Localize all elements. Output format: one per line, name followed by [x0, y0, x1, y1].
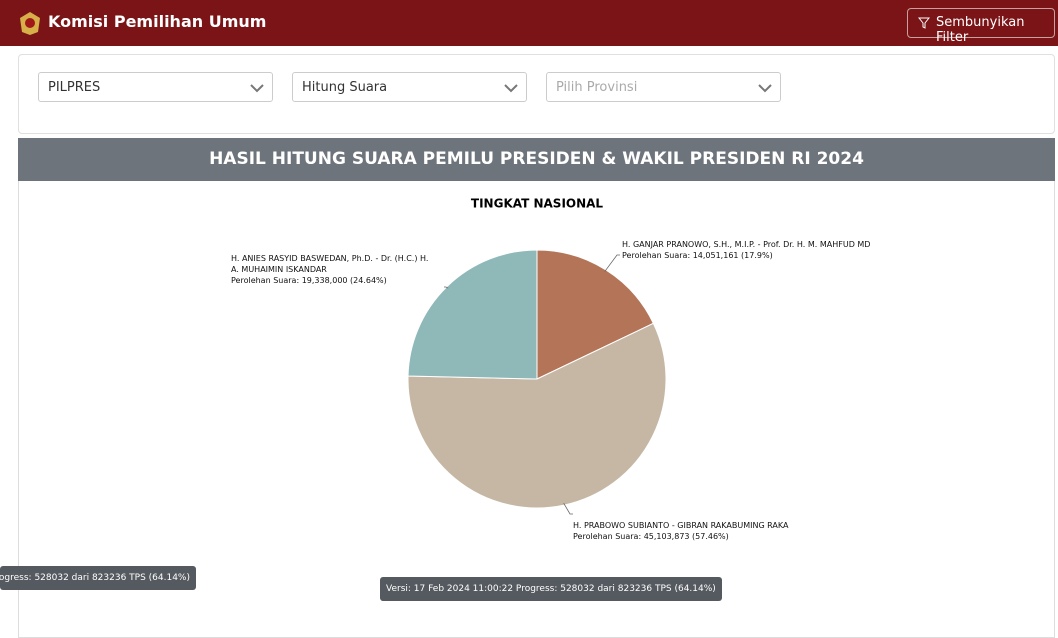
vote-line: Perolehan Suara: 45,103,873 (57.46%) — [573, 531, 813, 542]
vote-value: 45,103,873 (57.46%) — [643, 532, 729, 541]
select-value: Hitung Suara — [302, 80, 388, 95]
tooltip: Versi: 17 Feb 2024 11:00:22 Progress: 52… — [380, 577, 722, 601]
chevron-path — [250, 84, 264, 93]
vote-value: 14,051,161 (17.9%) — [692, 251, 773, 260]
select-value: PILPRES — [48, 80, 101, 95]
chevron-path — [504, 84, 518, 93]
chevron — [758, 84, 772, 93]
slice-label: H. GANJAR PRANOWO, S.H., M.I.P. - Prof. … — [622, 239, 882, 261]
filter-card — [18, 54, 1055, 134]
vote-prefix: Perolehan Suara: — [573, 532, 642, 541]
pie-slice — [407, 249, 538, 380]
chevron — [250, 84, 264, 93]
panel-title: HASIL HITUNG SUARA PEMILU PRESIDEN & WAK… — [18, 138, 1055, 181]
chevron-path — [758, 84, 772, 93]
slice-label: H. PRABOWO SUBIANTO - GIBRAN RAKABUMING … — [573, 520, 813, 542]
vote-value: 19,338,000 (24.64%) — [301, 276, 387, 285]
select-value: Pilih Provinsi — [556, 80, 638, 95]
vote-prefix: Perolehan Suara: — [622, 251, 691, 260]
select[interactable]: Pilih Provinsi — [546, 72, 781, 102]
pie-chart: TINGKAT NASIONAL — [407, 197, 667, 515]
button-label: Sembunyikan Filter — [936, 15, 1025, 45]
vote-line: Perolehan Suara: 19,338,000 (24.64%) — [231, 275, 431, 286]
vote-line: Perolehan Suara: 14,051,161 (17.9%) — [622, 250, 882, 261]
chevron — [504, 84, 518, 93]
select[interactable]: Hitung Suara — [292, 72, 527, 102]
header — [0, 0, 1058, 46]
tooltip: Versi: 17 Feb 2024 11:00:22 Progress: 52… — [0, 566, 196, 590]
logo — [20, 12, 40, 35]
header-title: Komisi Pemilihan Umum — [48, 12, 267, 31]
connector — [604, 254, 620, 272]
connector — [563, 502, 573, 515]
pie-slice — [407, 322, 667, 509]
connector — [444, 286, 449, 289]
slice-label: H. ANIES RASYID BASWEDAN, Ph.D. - Dr. (H… — [231, 253, 431, 286]
candidate-name: H. ANIES RASYID BASWEDAN, Ph.D. - Dr. (H… — [231, 254, 429, 274]
toggle-filter-button[interactable]: Sembunyikan Filter — [907, 8, 1055, 45]
candidate-name: H. PRABOWO SUBIANTO - GIBRAN RAKABUMING … — [573, 521, 789, 530]
chart-title: TINGKAT NASIONAL — [471, 197, 604, 211]
select[interactable]: PILPRES — [38, 72, 273, 102]
candidate-name: H. GANJAR PRANOWO, S.H., M.I.P. - Prof. … — [622, 240, 871, 249]
vote-prefix: Perolehan Suara: — [231, 276, 300, 285]
